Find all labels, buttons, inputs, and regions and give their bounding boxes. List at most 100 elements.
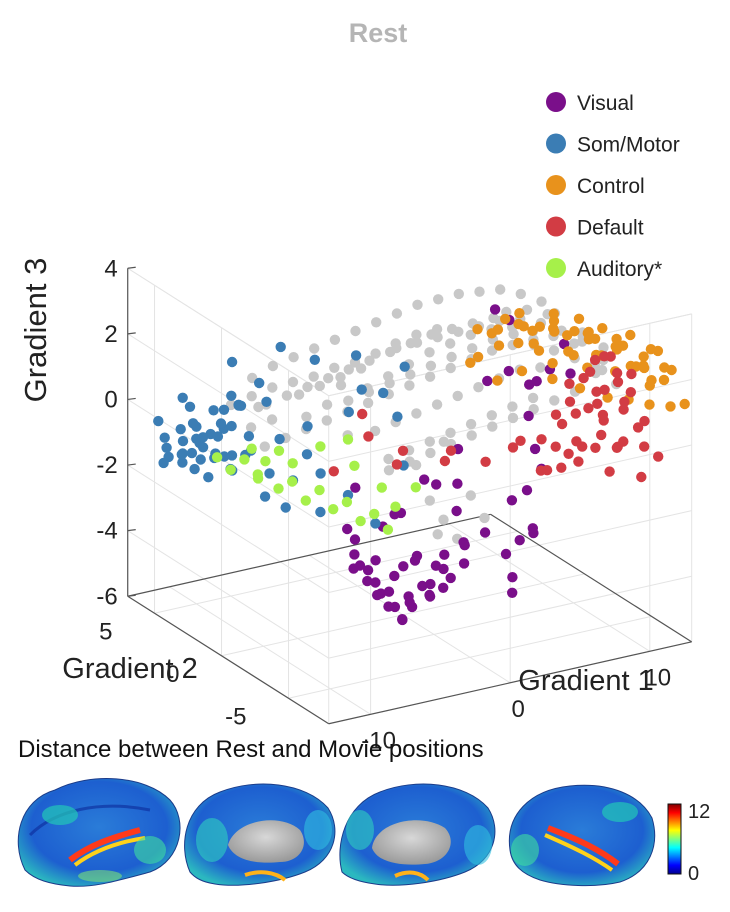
point-unassigned	[467, 343, 478, 354]
point-auditory	[287, 476, 298, 487]
point-auditory	[252, 473, 264, 484]
point-unassigned	[453, 288, 464, 300]
scatter-3d-axes: -6 -4 -2 0 2 4 -5 0 5 -10 0 10	[96, 255, 693, 754]
point-control	[563, 346, 574, 357]
point-visual	[425, 578, 436, 590]
point-auditory	[300, 495, 311, 506]
point-unassigned	[438, 514, 449, 525]
point-unassigned	[424, 347, 435, 358]
point-unassigned	[412, 299, 423, 310]
point-visual	[451, 505, 462, 517]
floor-edge	[490, 513, 693, 643]
point-visual	[411, 550, 423, 562]
point-auditory	[225, 464, 236, 475]
point-unassigned	[445, 338, 456, 349]
point-default	[612, 376, 624, 388]
point-unassigned	[246, 391, 257, 402]
pane-edge	[127, 267, 329, 397]
legend-label: Visual	[577, 92, 634, 115]
brain-map-caption: Distance between Rest and Movie position…	[18, 736, 484, 763]
point-default	[357, 408, 368, 420]
point-som-motor	[208, 405, 219, 416]
point-visual	[348, 563, 359, 574]
point-auditory	[376, 482, 387, 493]
point-som-motor	[177, 435, 189, 447]
point-control	[602, 392, 613, 403]
point-visual	[503, 365, 514, 377]
point-unassigned	[446, 351, 457, 363]
point-control	[646, 375, 657, 386]
point-unassigned	[424, 371, 436, 382]
point-unassigned	[549, 395, 560, 406]
point-visual	[528, 527, 539, 539]
point-visual	[489, 304, 501, 315]
z-axis-label: Gradient 3	[18, 258, 53, 403]
point-unassigned	[548, 345, 560, 356]
point-som-motor	[176, 449, 187, 460]
point-control	[528, 338, 539, 349]
point-som-motor	[175, 424, 186, 435]
y-tick-label: 0	[166, 661, 179, 688]
legend-label: Control	[577, 175, 645, 198]
point-default	[626, 368, 637, 380]
brain-medial-right	[339, 783, 496, 886]
x-axis-line	[328, 641, 692, 725]
point-auditory	[410, 482, 421, 493]
point-auditory	[273, 483, 284, 494]
point-control	[679, 398, 690, 410]
point-default	[591, 386, 602, 397]
point-visual	[438, 563, 449, 575]
point-unassigned	[308, 371, 319, 382]
point-control	[644, 399, 655, 410]
point-unassigned	[507, 401, 518, 412]
point-auditory	[355, 515, 366, 527]
point-default	[598, 415, 609, 426]
point-som-motor	[161, 442, 172, 453]
point-control	[493, 340, 505, 351]
grid-line	[169, 586, 371, 715]
point-control	[583, 334, 595, 345]
point-unassigned	[405, 369, 416, 380]
y-tick-label: -5	[225, 703, 246, 730]
point-control	[518, 321, 529, 332]
point-som-motor	[186, 447, 198, 459]
point-unassigned	[287, 376, 299, 388]
point-unassigned	[488, 312, 499, 324]
point-visual	[521, 485, 533, 496]
point-control	[611, 344, 623, 355]
point-unassigned	[266, 414, 278, 425]
point-som-motor	[343, 406, 354, 418]
point-auditory	[246, 443, 257, 454]
z-tick	[127, 332, 136, 335]
legend-label: Default	[577, 217, 644, 240]
point-som-motor	[392, 411, 403, 422]
point-auditory	[239, 454, 250, 465]
point-default	[625, 387, 636, 398]
point-som-motor	[275, 341, 286, 353]
point-default	[515, 435, 526, 446]
z-tick-label: -6	[96, 583, 117, 610]
point-control	[666, 364, 677, 376]
point-control	[472, 324, 483, 335]
point-unassigned	[445, 362, 456, 374]
point-unassigned	[479, 512, 490, 524]
z-tick-label: 2	[104, 321, 117, 348]
point-default	[632, 422, 644, 433]
point-visual	[445, 572, 456, 584]
point-som-motor	[280, 502, 291, 513]
point-default	[535, 465, 547, 476]
point-som-motor	[233, 400, 244, 411]
point-control	[492, 375, 503, 386]
point-unassigned	[321, 415, 332, 426]
point-som-motor	[315, 468, 326, 479]
brain-lateral-right	[508, 784, 656, 887]
point-visual	[424, 591, 436, 602]
point-unassigned	[446, 323, 458, 335]
point-default	[584, 366, 596, 377]
point-som-motor	[203, 472, 214, 483]
z-tick-label: -2	[96, 452, 117, 479]
point-default	[611, 367, 623, 379]
legend-swatch	[546, 175, 566, 195]
point-unassigned	[411, 408, 422, 419]
point-som-motor	[350, 350, 362, 361]
